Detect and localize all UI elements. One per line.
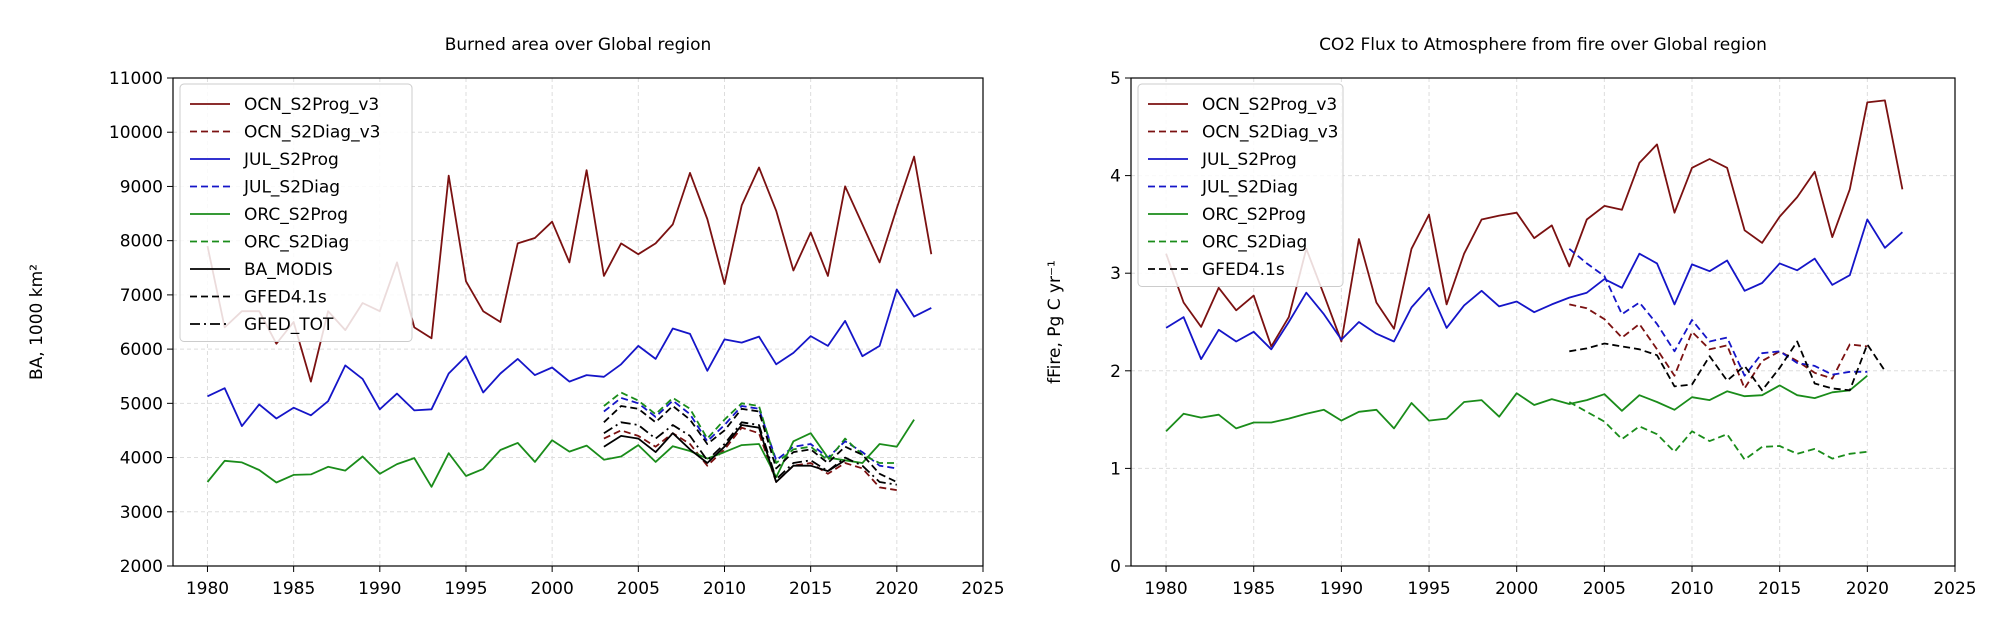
plot-frame <box>172 77 984 567</box>
series-line-gfed-tot <box>603 421 897 486</box>
chart-title: CO2 Flux to Atmosphere from fire over Gl… <box>1319 35 1767 55</box>
x-tick-label: 1990 <box>1320 579 1363 599</box>
legend-entry-label: ORC_S2Prog <box>1202 205 1306 225</box>
series-line-orc-s2diag <box>1568 401 1868 461</box>
y-tick-label: 3 <box>1110 264 1121 284</box>
legend-entry-label: GFED4.1s <box>1202 260 1285 280</box>
series-line-ocn-s2prog-v3 <box>1165 99 1904 348</box>
series-line-orc-s2diag <box>603 391 897 464</box>
x-tick-label: 2015 <box>1758 579 1801 599</box>
x-tick-label: 2000 <box>531 579 574 599</box>
x-tick-label: 2010 <box>1670 579 1713 599</box>
legend-entry-label: BA_MODIS <box>244 260 333 280</box>
series-line-jul-s2prog <box>1165 218 1903 361</box>
x-tick-label: 1980 <box>186 579 229 599</box>
y-tick-label: 6000 <box>120 340 163 360</box>
y-axis-label: BA, 1000 km² <box>27 264 47 380</box>
legend-entry-label: OCN_S2Diag_v3 <box>1202 123 1338 143</box>
y-tick-label: 0 <box>1110 557 1121 577</box>
x-tick-label: 1985 <box>1232 579 1275 599</box>
y-tick-label: 8000 <box>120 232 163 252</box>
series-line-jul-s2diag <box>603 396 897 470</box>
legend-entry-label: ORC_S2Diag <box>244 233 349 253</box>
series-line-gfed4-1s <box>1569 340 1886 392</box>
x-tick-label: 2000 <box>1495 579 1538 599</box>
x-tick-label: 2005 <box>1583 579 1626 599</box>
legend-entry-label: JUL_S2Prog <box>1201 150 1297 170</box>
legend-box <box>179 83 413 342</box>
legend-entry-label: GFED4.1s <box>244 288 327 308</box>
x-tick-label: 1985 <box>272 579 315 599</box>
y-tick-label: 5000 <box>120 394 163 414</box>
y-tick-label: 4 <box>1110 167 1121 187</box>
y-tick-label: 5 <box>1110 69 1121 89</box>
x-tick-label: 2015 <box>789 579 832 599</box>
legend-entry-label: JUL_S2Diag <box>243 178 340 198</box>
y-tick-label: 10000 <box>109 123 163 143</box>
legend-box <box>1137 83 1344 287</box>
x-tick-label: 1990 <box>358 579 401 599</box>
series-line-ba-modis <box>603 424 846 483</box>
x-tick-label: 1995 <box>444 579 487 599</box>
plot-frame <box>1130 77 1956 567</box>
legend-entry-label: OCN_S2Diag_v3 <box>244 123 380 143</box>
legend: OCN_S2Prog_v3 OCN_S2Diag_v3 JUL_S2Prog JUL_… <box>179 83 413 342</box>
legend-entry-label: OCN_S2Prog_v3 <box>244 95 379 115</box>
x-tick-label: 2025 <box>961 579 1004 599</box>
x-tick-label: 2025 <box>1933 579 1976 599</box>
x-tick-label: 2010 <box>703 579 746 599</box>
series-line-orc-s2prog <box>206 419 915 488</box>
x-tick-label: 2020 <box>875 579 918 599</box>
legend-entry-label: ORC_S2Diag <box>1202 233 1307 253</box>
series-line-gfed4-1s <box>603 405 898 483</box>
legend-entry-label: JUL_S2Prog <box>243 150 339 170</box>
y-tick-label: 2 <box>1110 362 1121 382</box>
legend-entry-label: OCN_S2Prog_v3 <box>1202 95 1337 115</box>
legend: OCN_S2Prog_v3 OCN_S2Diag_v3 JUL_S2Prog JUL_… <box>1137 83 1344 287</box>
series-line-orc-s2prog <box>1165 375 1868 432</box>
chart-title: Burned area over Global region <box>445 35 712 55</box>
y-axis-label: fFire, Pg C yr⁻¹ <box>1045 260 1065 384</box>
x-tick-label: 1980 <box>1144 579 1187 599</box>
y-tick-label: 4000 <box>120 449 163 469</box>
series-line-ocn-s2diag-v3 <box>603 426 897 491</box>
x-tick-label: 1995 <box>1407 579 1450 599</box>
legend-entry-label: ORC_S2Prog <box>244 205 348 225</box>
y-tick-label: 7000 <box>120 286 163 306</box>
legend-entry-label: JUL_S2Diag <box>1201 178 1298 198</box>
chart-panel-1: Burned area over Global region 1980 1985 19… <box>27 35 1005 599</box>
series-line-jul-s2prog <box>207 288 932 428</box>
y-tick-label: 2000 <box>120 557 163 577</box>
x-tick-label: 2005 <box>617 579 660 599</box>
legend-entry-label: GFED_TOT <box>244 315 334 335</box>
y-tick-label: 9000 <box>120 177 163 197</box>
chart-panel-2: CO2 Flux to Atmosphere from fire over Gl… <box>1045 35 1977 599</box>
x-tick-label: 2020 <box>1846 579 1889 599</box>
series-line-jul-s2diag <box>1568 248 1868 377</box>
series-line-ocn-s2diag-v3 <box>1569 303 1868 390</box>
y-tick-label: 1 <box>1110 459 1121 479</box>
y-tick-label: 3000 <box>120 503 163 523</box>
y-tick-label: 11000 <box>109 69 163 89</box>
